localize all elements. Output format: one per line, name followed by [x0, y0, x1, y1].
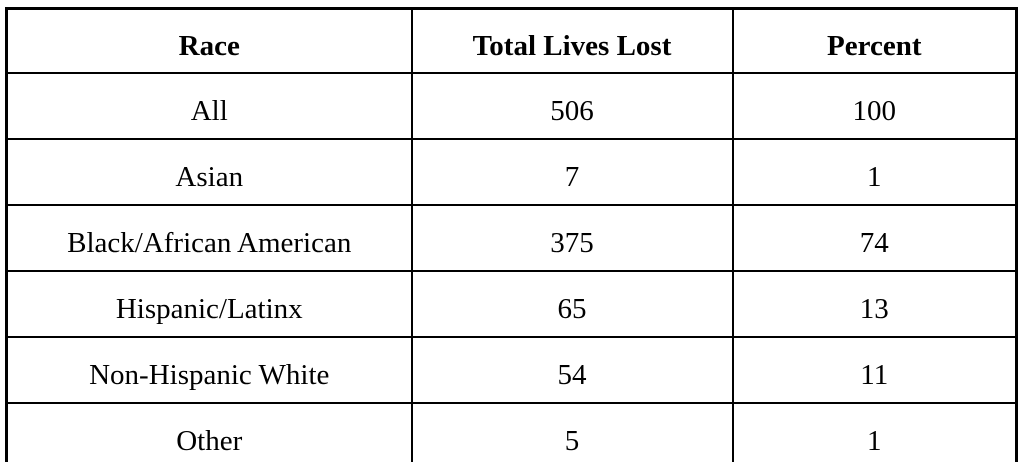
cell-percent: 1	[731, 138, 1018, 206]
table-row-asian: Asian 7 1	[5, 138, 1018, 206]
cell-percent: 74	[731, 204, 1018, 272]
table-row-all: All 506 100	[5, 72, 1018, 140]
table-row-hispanic-latinx: Hispanic/Latinx 65 13	[5, 270, 1018, 338]
header-cell-total-lives-lost: Total Lives Lost	[410, 7, 734, 74]
cell-race: All	[5, 72, 413, 140]
table-row-black-african-american: Black/African American 375 74	[5, 204, 1018, 272]
cell-race: Black/African American	[5, 204, 413, 272]
cell-percent: 13	[731, 270, 1018, 338]
cell-percent: 11	[731, 336, 1018, 404]
cell-race: Hispanic/Latinx	[5, 270, 413, 338]
race-lives-lost-table: Race Total Lives Lost Percent All 506 10…	[5, 7, 1018, 462]
header-row: Race Total Lives Lost Percent	[5, 7, 1018, 74]
cell-race: Asian	[5, 138, 413, 206]
cell-total-lives-lost: 506	[410, 72, 734, 140]
table-row-non-hispanic-white: Non-Hispanic White 54 11	[5, 336, 1018, 404]
header-cell-percent: Percent	[731, 7, 1018, 74]
cell-total-lives-lost: 5	[410, 402, 734, 462]
cell-percent: 100	[731, 72, 1018, 140]
cell-race: Non-Hispanic White	[5, 336, 413, 404]
cell-total-lives-lost: 65	[410, 270, 734, 338]
table-row-other: Other 5 1	[5, 402, 1018, 462]
header-cell-race: Race	[5, 7, 413, 74]
cell-total-lives-lost: 375	[410, 204, 734, 272]
cell-total-lives-lost: 54	[410, 336, 734, 404]
cell-total-lives-lost: 7	[410, 138, 734, 206]
cell-race: Other	[5, 402, 413, 462]
cell-percent: 1	[731, 402, 1018, 462]
